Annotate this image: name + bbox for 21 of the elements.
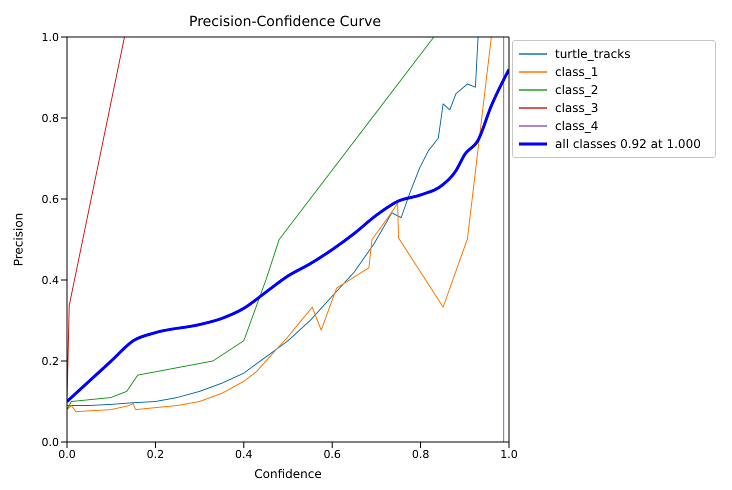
legend-label: all classes 0.92 at 1.000 <box>555 137 701 151</box>
y-tick-label: 0.2 <box>42 354 59 368</box>
chart-title: Precision-Confidence Curve <box>188 14 382 30</box>
y-tick-label: 0.6 <box>42 192 59 206</box>
x-tick-label: 0.6 <box>323 448 341 461</box>
y-tick-label: 0.4 <box>42 274 59 287</box>
legend-label: class_1 <box>555 65 598 79</box>
legend-label: turtle_tracks <box>555 47 630 61</box>
legend-label: class_2 <box>555 83 598 97</box>
x-tick-label: 0.4 <box>235 448 253 461</box>
y-tick-label: 1.0 <box>42 30 59 44</box>
x-tick-label: 0.0 <box>58 448 76 461</box>
legend-label: class_4 <box>555 119 598 133</box>
x-tick-label: 0.8 <box>412 448 430 461</box>
x-tick-label: 1.0 <box>500 448 518 461</box>
y-axis-title: Precision <box>11 212 26 266</box>
x-axis-title: Confidence <box>254 467 322 481</box>
y-tick-label: 0.8 <box>42 112 59 125</box>
x-tick-label: 0.2 <box>146 448 164 461</box>
legend-label: class_3 <box>555 101 598 115</box>
y-tick-label: 0.0 <box>42 436 59 449</box>
